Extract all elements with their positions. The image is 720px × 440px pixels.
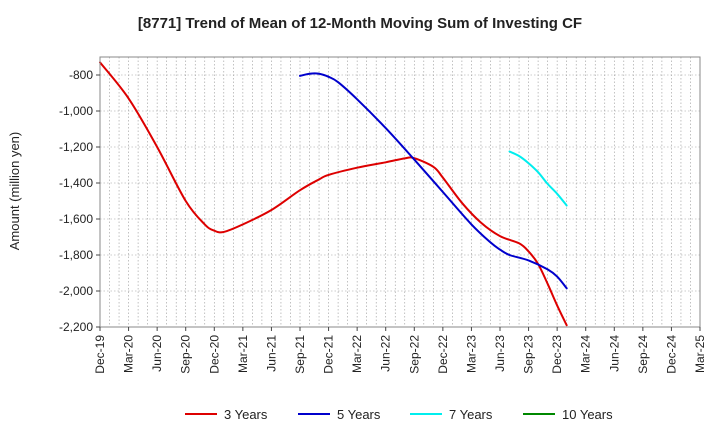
y-tick-label: -1,400 bbox=[59, 176, 93, 190]
series-line-5-years bbox=[299, 72, 568, 290]
y-tick-label: -1,200 bbox=[59, 140, 93, 154]
x-tick-label: Sep-21 bbox=[293, 335, 307, 374]
x-tick-label: Dec-22 bbox=[436, 335, 450, 374]
x-tick-label: Mar-23 bbox=[464, 335, 478, 373]
y-tick-label: -800 bbox=[69, 68, 93, 82]
grid bbox=[100, 57, 700, 328]
legend-label-5-years: 5 Years bbox=[337, 407, 381, 422]
plot-background bbox=[100, 57, 700, 327]
y-tick-label: -1,800 bbox=[59, 248, 93, 262]
series-line-7-years bbox=[508, 150, 568, 207]
x-tick-label: Dec-21 bbox=[322, 335, 336, 374]
x-tick-label: Dec-23 bbox=[550, 335, 564, 374]
x-tick-label: Jun-21 bbox=[264, 335, 278, 372]
x-axis-ticks: Dec-19 Mar-20 Jun-20 Sep-20 Dec-20 Mar-21 Jun-… bbox=[93, 327, 707, 374]
x-tick-label: Jun-20 bbox=[150, 335, 164, 372]
x-tick-label: Sep-20 bbox=[179, 335, 193, 374]
legend-label-7-years: 7 Years bbox=[449, 407, 493, 422]
x-tick-label: Sep-24 bbox=[636, 335, 650, 374]
x-tick-label: Sep-23 bbox=[522, 335, 536, 374]
y-axis-ticks: -800 -1,000 -1,200 -1,400 -1,600 -1,800 -2,000… bbox=[59, 68, 100, 334]
y-tick-label: -2,200 bbox=[59, 320, 93, 334]
x-tick-label: Mar-24 bbox=[579, 335, 593, 373]
x-tick-label: Jun-23 bbox=[493, 335, 507, 372]
x-tick-label: Mar-22 bbox=[350, 335, 364, 373]
x-tick-label: Mar-21 bbox=[236, 335, 250, 373]
x-tick-label: Jun-22 bbox=[379, 335, 393, 372]
y-tick-label: -2,000 bbox=[59, 284, 93, 298]
x-tick-label: Mar-25 bbox=[693, 335, 707, 373]
legend-label-10-years: 10 Years bbox=[562, 407, 613, 422]
series-group bbox=[99, 61, 568, 327]
x-tick-label: Dec-20 bbox=[207, 335, 221, 374]
y-tick-label: -1,000 bbox=[59, 104, 93, 118]
plot-frame bbox=[99, 56, 701, 328]
x-tick-label: Jun-24 bbox=[607, 335, 621, 372]
legend-label-3-years: 3 Years bbox=[224, 407, 268, 422]
x-tick-label: Sep-22 bbox=[407, 335, 421, 374]
chart-title: [8771] Trend of Mean of 12-Month Moving … bbox=[138, 15, 582, 32]
y-axis-label: Amount (million yen) bbox=[7, 132, 22, 251]
x-tick-label: Dec-24 bbox=[664, 335, 678, 374]
series-line-3-years bbox=[99, 61, 568, 327]
x-tick-label: Mar-20 bbox=[122, 335, 136, 373]
legend: 3 Years 5 Years 7 Years 10 Years bbox=[185, 407, 613, 422]
x-tick-label: Dec-19 bbox=[93, 335, 107, 374]
y-tick-label: -1,600 bbox=[59, 212, 93, 226]
